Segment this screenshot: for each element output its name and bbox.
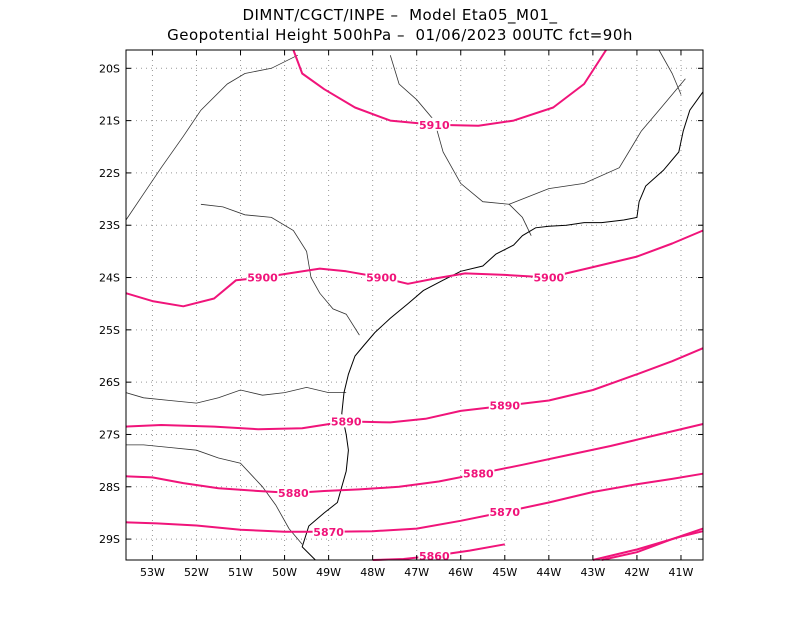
lon-tick-label: 47W [404,566,429,579]
border-line [509,78,686,205]
border-line [125,386,347,404]
lon-tick-label: 45W [492,566,517,579]
lat-tick-label: 20S [99,62,120,75]
contour-label-bg [418,548,451,562]
contour-label: 5900 [247,272,278,285]
contour-label: 5880 [278,487,309,500]
contour-line [292,49,607,127]
lon-tick-label: 46W [448,566,473,579]
contour-line [592,530,704,561]
contour-label-bg [488,504,521,518]
border-line [125,54,298,221]
contour-line [125,472,704,533]
contour-label: 5890 [489,400,520,413]
lon-tick-label: 42W [624,566,649,579]
contour-line [125,347,704,431]
contour-label-bg [532,270,565,284]
contour-label-bg [488,398,521,412]
contour-label-bg [365,270,398,284]
state-borders [125,49,686,545]
border-line [126,444,303,545]
border-line [200,203,360,336]
lon-tick-label: 49W [316,566,341,579]
map-title-line-2: Geopotential Height 500hPa – 01/06/2023 … [167,26,633,44]
lon-tick-label: 43W [580,566,605,579]
contour-label-bg [462,466,495,480]
contour-label-bg [312,524,345,538]
graticule-grid [126,50,703,560]
contour-label: 5860 [419,550,450,563]
contour-line [125,229,704,308]
contour-line [601,527,704,561]
contour-label-bg [418,117,451,131]
lat-tick-label: 28S [99,481,120,494]
contour-label: 5900 [366,272,397,285]
lon-tick-label: 48W [360,566,385,579]
border-line [389,55,532,236]
lat-tick-label: 26S [99,376,120,389]
lat-tick-label: 23S [99,219,120,232]
lat-tick-label: 29S [99,533,120,546]
contour-label: 5870 [313,526,344,539]
lon-tick-label: 41W [669,566,694,579]
lon-tick-label: 51W [228,566,253,579]
lon-tick-label: 52W [184,566,209,579]
contour-label: 5890 [331,415,362,428]
lon-tick-label: 44W [536,566,561,579]
contour-line [125,423,704,494]
axis-ticks: 53W 52W 51W 50W 49W 48W 47W 46W 45W 44W 43W 42W 41W 2… [99,50,703,579]
lat-tick-label: 24S [99,272,120,285]
contour-label-bg [246,270,279,284]
lon-tick-label: 53W [140,566,165,579]
map-title-line-1: DIMNT/CGCT/INPE – Model Eta05_M01_ [242,6,558,24]
map-frame [125,49,704,561]
contour-label: 5910 [419,119,450,132]
contour-label-bg [277,486,310,500]
lat-tick-label: 22S [99,167,120,180]
contour-label: 5880 [463,468,494,481]
height-contours: 5910 5900 5900 5900 5890 5890 5880 5880 5870 5870… [125,49,704,563]
contour-label-bg [330,414,363,428]
lat-tick-label: 21S [99,115,120,128]
lat-tick-label: 27S [99,428,120,441]
lat-tick-label: 25S [99,324,120,337]
border-line [658,49,682,95]
lon-tick-label: 50W [272,566,297,579]
contour-label: 5870 [489,506,520,519]
contour-label: 5900 [534,272,565,285]
